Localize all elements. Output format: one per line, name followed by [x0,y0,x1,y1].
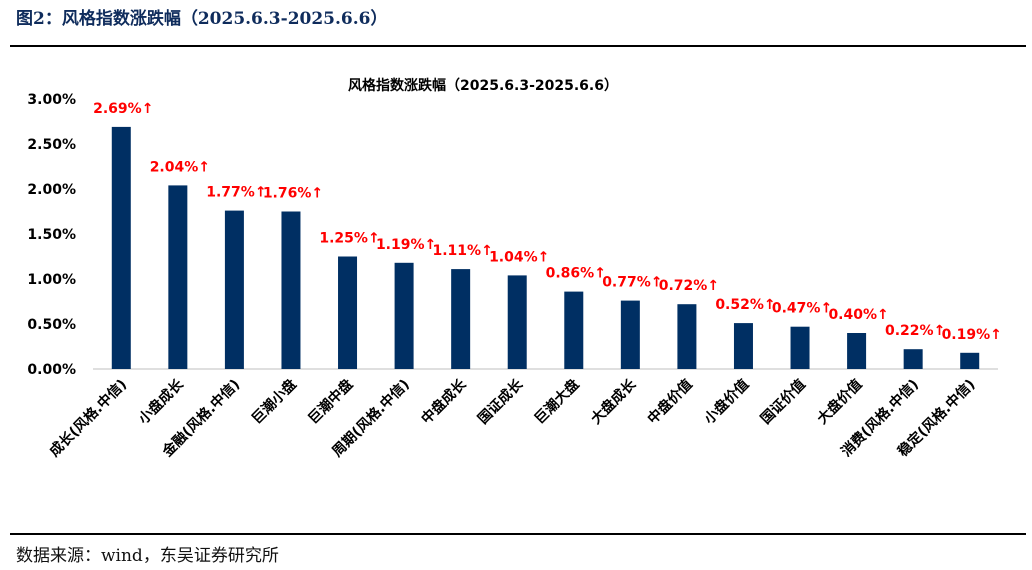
x-tick-label: 大盘价值 [814,376,866,428]
x-tick-label: 中盘成长 [418,375,470,427]
figure-title: 图2：风格指数涨跌幅（2025.6.3-2025.6.6） [16,9,388,29]
bar [394,262,414,369]
bar [224,210,244,369]
x-tick-label: 国证价值 [757,376,809,428]
data-label: 2.69%↑ [93,101,153,117]
data-label: 1.19%↑ [376,237,436,253]
data-label: 1.76%↑ [263,186,323,202]
data-label: 0.47%↑ [772,301,832,317]
x-tick-label: 大盘成长 [588,375,640,427]
bar [677,304,697,369]
x-tick-label: 国证成长 [474,375,526,427]
bar-series [111,126,980,370]
top-rule [10,45,1026,47]
data-label: 0.77%↑ [602,275,662,291]
data-label: 0.40%↑ [828,307,888,323]
data-label: 0.86%↑ [546,266,606,282]
x-tick-label: 小盘价值 [701,376,753,428]
data-label: 1.04%↑ [489,249,549,265]
y-tick-label: 0.50% [27,317,76,333]
bar [620,300,640,369]
x-tick-label: 小盘成长 [135,375,187,427]
bar [564,291,584,369]
bar [111,126,131,370]
data-label: 0.22%↑ [885,323,945,339]
chart-title: 风格指数涨跌幅（2025.6.3-2025.6.6） [348,77,618,94]
x-tick-label: 巨潮小盘 [248,376,300,428]
bar [338,256,358,369]
data-label: 1.25%↑ [319,231,379,247]
y-tick-label: 3.00% [27,92,76,108]
y-tick-label: 2.00% [27,182,76,198]
bar [733,323,753,369]
data-label: 0.19%↑ [942,327,1002,343]
x-tick-label: 中盘价值 [644,376,696,428]
y-tick-label: 2.50% [27,137,76,153]
x-tick-label: 巨潮中盘 [305,376,357,428]
bar [790,326,810,369]
bar [507,275,527,369]
bar [847,333,867,369]
y-tick-label: 0.00% [27,362,76,378]
bar [281,211,301,369]
y-tick-label: 1.50% [27,227,76,243]
bar [168,185,188,369]
y-axis: 0.00% 0.50% 1.00% 1.50% 2.00% 2.50% 3.00% [27,92,76,378]
data-label: 2.04%↑ [150,159,210,175]
data-label: 0.52%↑ [715,297,775,313]
data-label: 1.11%↑ [433,243,493,259]
bar-chart: 风格指数涨跌幅（2025.6.3-2025.6.6） 0.00% 0.50% 1.0… [27,77,1002,461]
data-label-group: 2.69%↑ 2.04%↑ 1.77%↑1.76%↑ 1.25%↑1.19%↑1.11… [93,101,1002,343]
data-label: 0.72%↑ [659,278,719,294]
source-note: 数据来源：wind，东吴证券研究所 [16,546,279,566]
bar [903,349,923,369]
x-tick-label: 巨潮大盘 [531,376,583,428]
x-tick-label: 成长(风格.中信) [46,376,130,460]
bar [960,352,980,369]
data-label: 1.77%↑ [206,185,266,201]
bottom-rule [10,533,1026,535]
bar [451,269,471,369]
y-tick-label: 1.00% [27,272,76,288]
